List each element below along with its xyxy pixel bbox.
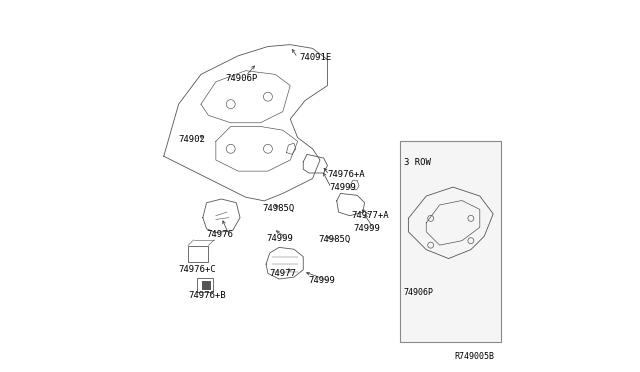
Text: R749005B: R749005B xyxy=(455,352,495,361)
Text: 74999: 74999 xyxy=(266,234,293,243)
Text: 74906P: 74906P xyxy=(404,288,434,296)
Text: 74091E: 74091E xyxy=(300,53,332,62)
Text: 74976: 74976 xyxy=(207,230,234,239)
Bar xyxy=(197,278,213,292)
Text: 74999: 74999 xyxy=(330,183,356,192)
Text: 74976+A: 74976+A xyxy=(328,170,365,179)
Text: 3 ROW: 3 ROW xyxy=(404,158,431,167)
Bar xyxy=(400,141,501,342)
Text: 74999: 74999 xyxy=(353,224,380,233)
Text: 74999: 74999 xyxy=(309,276,336,285)
Text: 74985Q: 74985Q xyxy=(262,204,294,213)
Text: 74985Q: 74985Q xyxy=(318,235,350,244)
Bar xyxy=(188,246,209,262)
Text: 74977: 74977 xyxy=(270,269,297,278)
Text: 74902: 74902 xyxy=(179,135,205,144)
Text: 74977+A: 74977+A xyxy=(351,211,389,220)
Text: 74906P: 74906P xyxy=(225,74,257,83)
Bar xyxy=(202,281,211,290)
Text: 74976+C: 74976+C xyxy=(179,265,216,274)
Text: 74976+B: 74976+B xyxy=(188,291,225,300)
